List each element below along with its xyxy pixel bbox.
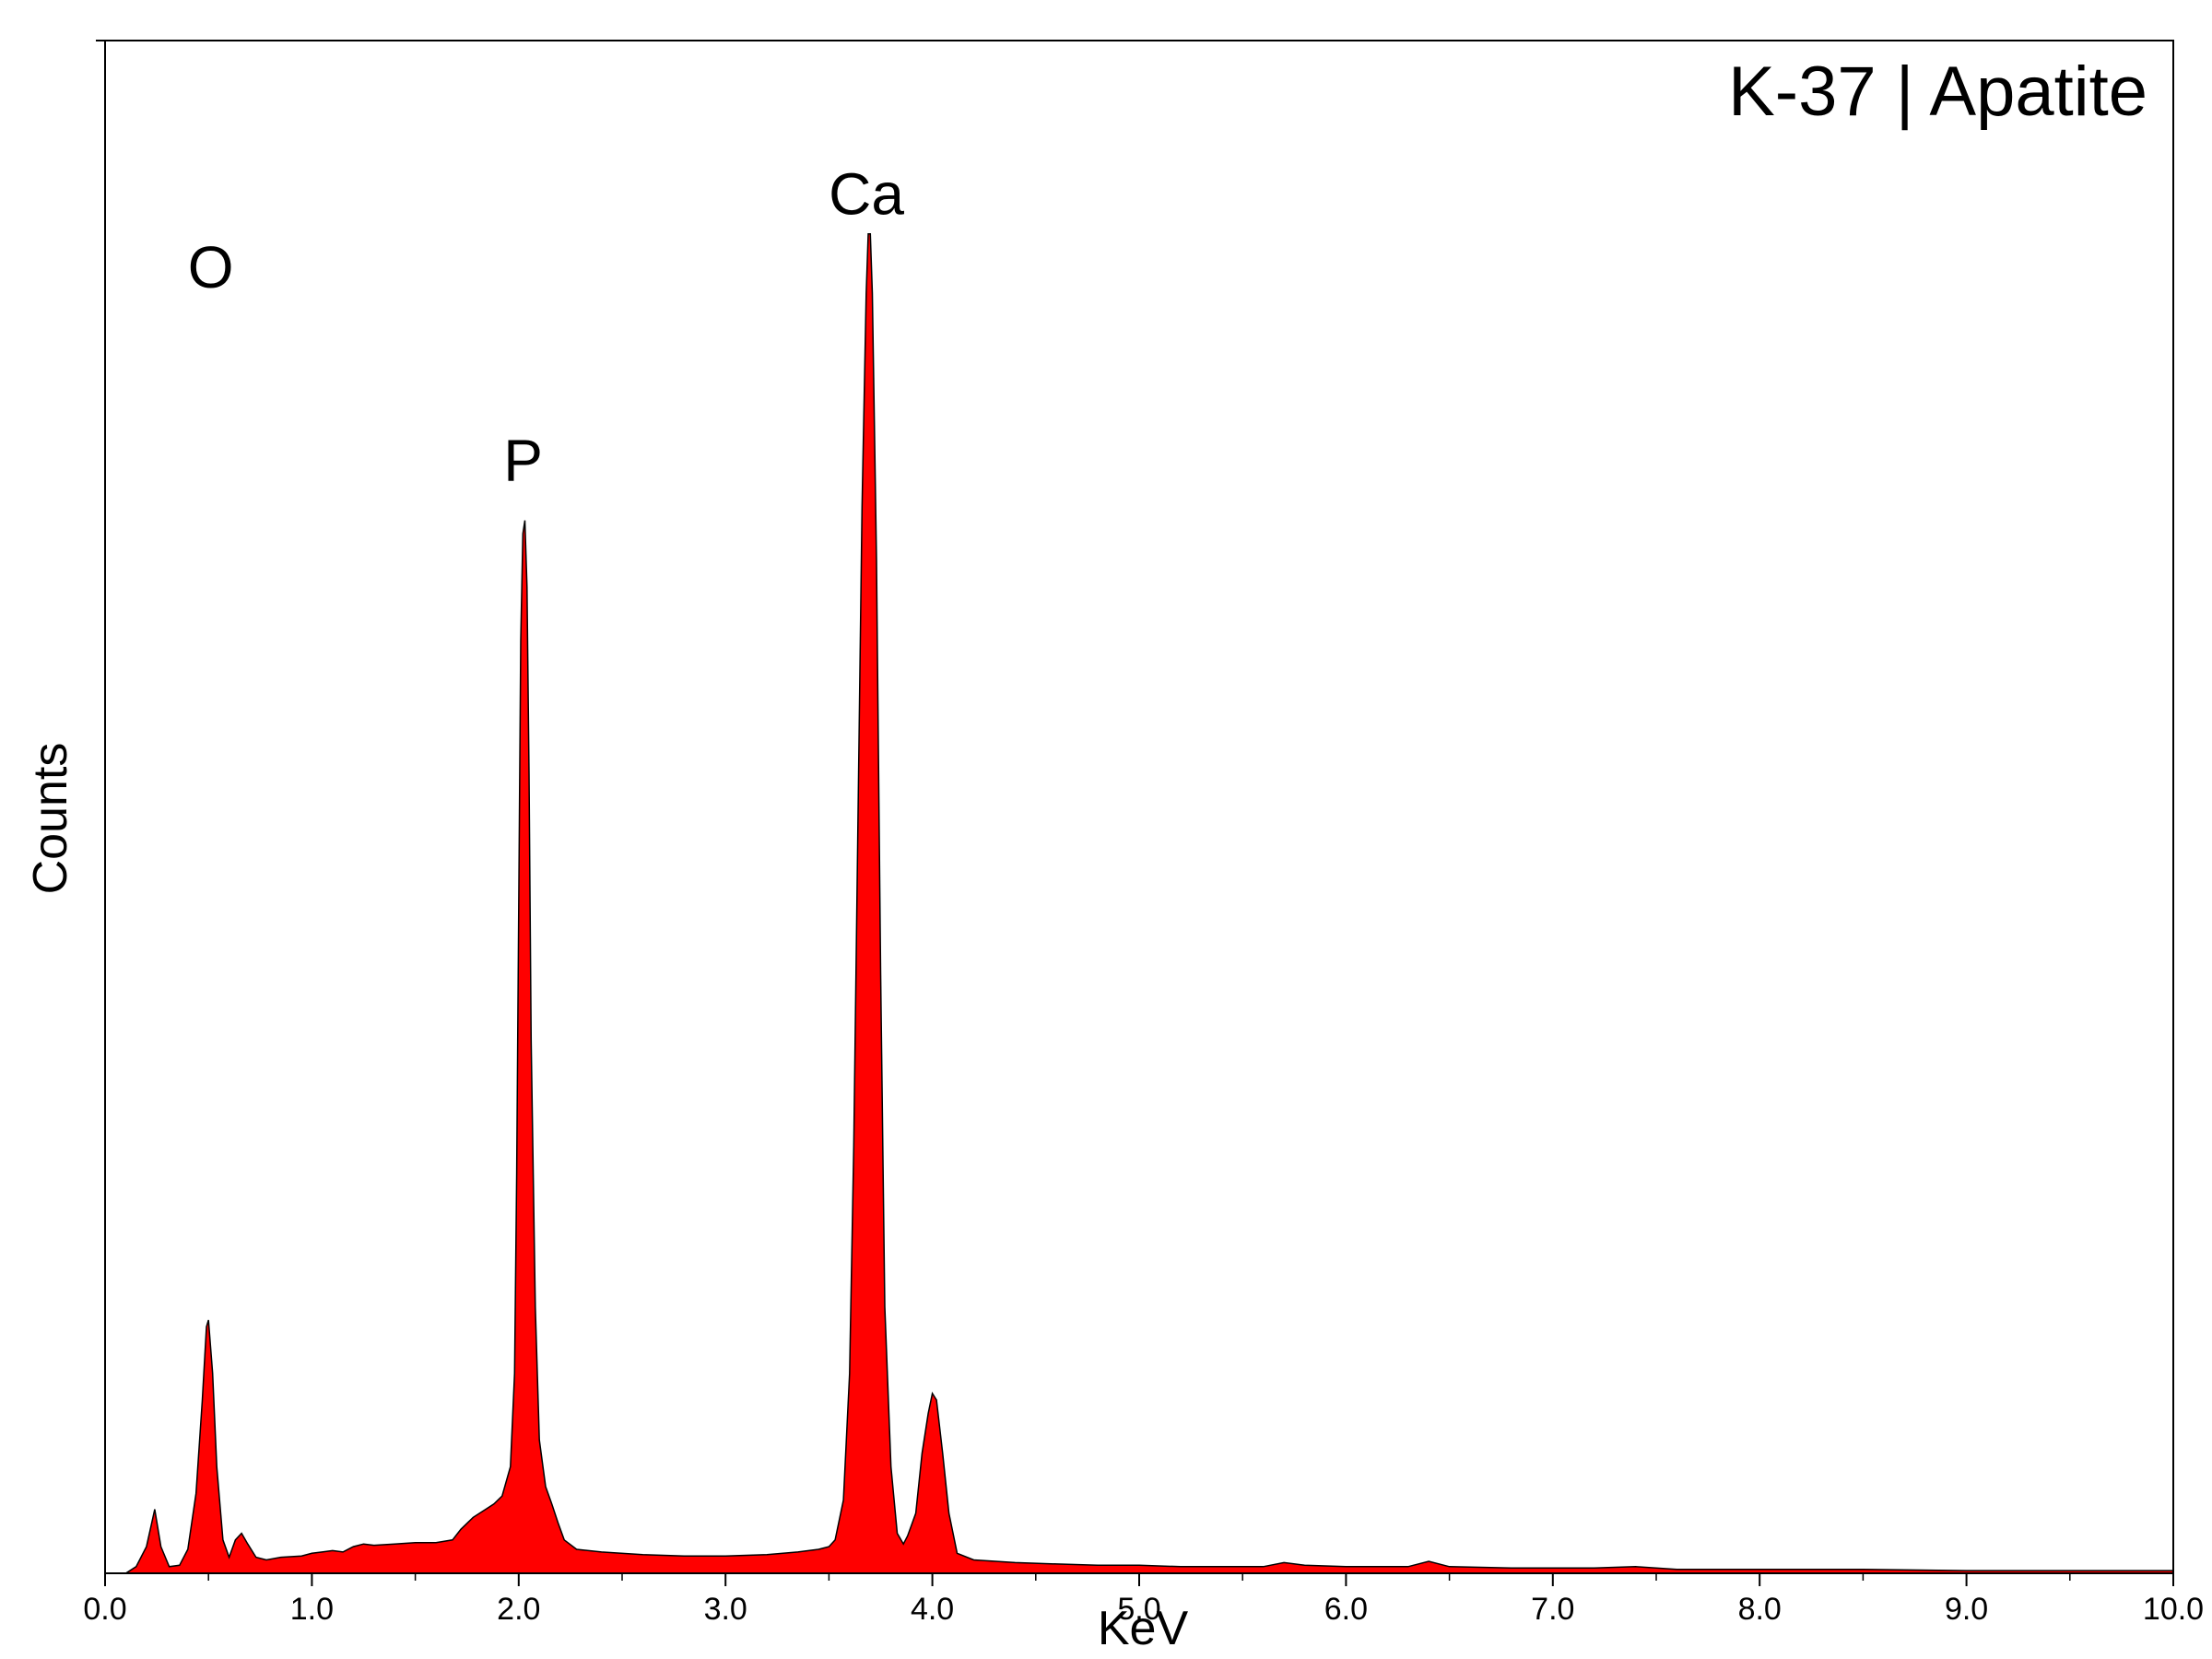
x-tick-label: 8.0 [1738, 1592, 1782, 1627]
plot-area [105, 232, 2173, 1574]
x-tick-label: 3.0 [704, 1592, 747, 1627]
x-axis-label: KeV [1098, 1602, 1189, 1655]
peak-label-o: O [188, 234, 234, 300]
peak-label-p: P [503, 428, 543, 494]
x-tick-label: 6.0 [1324, 1592, 1368, 1627]
x-tick-label: 5.0 [1117, 1592, 1160, 1627]
x-tick-label: 9.0 [1945, 1592, 1988, 1627]
y-axis-label: Counts [24, 743, 77, 895]
x-tick-label: 1.0 [290, 1592, 334, 1627]
spectrum-line [105, 232, 2173, 1574]
peak-labels: O P Ca [188, 160, 905, 493]
x-tick-label: 0.0 [83, 1592, 126, 1627]
chart-title: K-37 | Apatite [1728, 53, 2147, 131]
x-tick-label: 2.0 [497, 1592, 540, 1627]
x-tick-label: 4.0 [911, 1592, 954, 1627]
x-tick-label: 7.0 [1531, 1592, 1574, 1627]
peak-label-ca: Ca [829, 160, 904, 227]
x-tick-label: 10.0 [2143, 1592, 2204, 1627]
x-axis-ticks: 0.0 1.0 2.0 3.0 4.0 5.0 6.0 7.0 8.0 9.0 10.0 [83, 1573, 2204, 1627]
